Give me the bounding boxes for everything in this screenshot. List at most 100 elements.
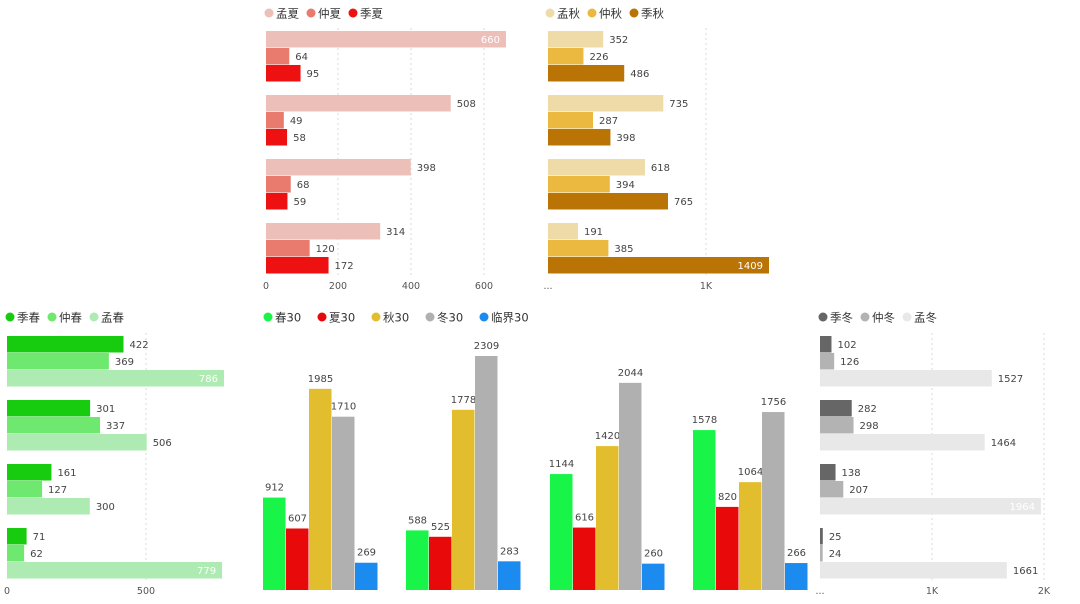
data-label-thirty-2-2: 1420	[595, 431, 620, 442]
data-label-summer-0-2: 398	[417, 163, 436, 174]
bar-summer-1-3	[266, 240, 310, 257]
bar-winter-1-3	[820, 545, 823, 562]
bar-winter-2-3	[820, 562, 1007, 579]
legend-label-autumn-2: 季秋	[641, 7, 664, 21]
data-label-autumn-1-1: 287	[599, 116, 618, 127]
bar-summer-0-1	[266, 95, 451, 112]
bar-thirty-2-1	[452, 409, 475, 590]
bar-winter-0-1	[820, 400, 852, 417]
data-label-spring-0-0: 422	[130, 340, 149, 351]
data-label-thirty-3-3: 1756	[761, 397, 786, 408]
legend-label-spring-0: 季春	[17, 311, 40, 325]
data-label-summer-2-1: 58	[293, 133, 306, 144]
bar-summer-1-1	[266, 112, 284, 129]
data-label-thirty-0-1: 588	[408, 515, 427, 526]
bar-thirty-1-0	[286, 528, 309, 590]
legend-label-summer-1: 仲夏	[318, 7, 341, 21]
legend-label-thirty-4: 临界30	[491, 311, 529, 325]
data-label-autumn-0-2: 618	[651, 163, 670, 174]
legend-label-thirty-2: 秋30	[383, 311, 409, 325]
data-label-winter-0-0: 102	[837, 340, 856, 351]
data-label-winter-2-0: 1527	[998, 374, 1023, 385]
x-tick-label-winter-1: 1K	[926, 586, 939, 597]
bar-autumn-1-1	[548, 112, 594, 129]
x-tick-label-summer-2: 400	[402, 281, 420, 292]
bar-spring-2-2	[7, 498, 90, 515]
legend-marker-autumn-2	[629, 8, 639, 18]
data-label-winter-0-3: 25	[829, 532, 842, 543]
bar-autumn-0-1	[548, 95, 664, 112]
x-tick-label-autumn-0: ...	[543, 281, 552, 292]
legend-label-thirty-3: 冬30	[437, 311, 463, 325]
data-label-thirty-2-0: 1985	[308, 374, 333, 385]
legend-marker-thirty-1	[317, 312, 327, 322]
x-tick-label-winter-2: 2K	[1038, 586, 1051, 597]
bar-autumn-2-2	[548, 193, 668, 210]
legend-marker-thirty-4	[479, 312, 489, 322]
data-label-thirty-4-0: 269	[357, 548, 376, 559]
legend-marker-thirty-0	[263, 312, 273, 322]
data-label-autumn-1-3: 385	[614, 244, 633, 255]
data-label-thirty-3-0: 1710	[331, 402, 356, 413]
bar-autumn-2-0	[548, 65, 625, 82]
data-label-summer-0-0: 660	[481, 35, 500, 46]
data-label-autumn-2-2: 765	[674, 197, 693, 208]
data-label-spring-0-3: 71	[33, 532, 46, 543]
bar-thirty-0-2	[550, 474, 573, 590]
bar-spring-1-2	[7, 481, 43, 498]
bar-thirty-4-2	[642, 563, 665, 590]
data-label-winter-1-1: 298	[860, 421, 879, 432]
bar-thirty-2-0	[309, 388, 332, 590]
data-label-summer-1-2: 68	[297, 180, 310, 191]
bar-autumn-0-2	[548, 159, 645, 176]
x-tick-label-spring-0: 0	[4, 586, 10, 597]
bar-winter-1-2	[820, 481, 844, 498]
bar-winter-2-2	[820, 498, 1041, 515]
legend-marker-summer-0	[264, 8, 274, 18]
bar-winter-2-0	[820, 370, 992, 387]
bar-spring-0-1	[7, 400, 91, 417]
legend-marker-summer-1	[306, 8, 316, 18]
bar-thirty-3-1	[475, 356, 498, 590]
legend-marker-winter-0	[818, 312, 828, 322]
legend-label-spring-2: 孟春	[101, 311, 124, 325]
data-label-thirty-1-1: 525	[431, 522, 450, 533]
legend-marker-thirty-3	[425, 312, 435, 322]
data-label-winter-0-1: 282	[858, 404, 877, 415]
bar-autumn-1-2	[548, 176, 610, 193]
legend-marker-spring-1	[47, 312, 57, 322]
data-label-autumn-2-0: 486	[630, 69, 649, 80]
bar-thirty-3-2	[619, 382, 642, 590]
bar-spring-1-3	[7, 545, 25, 562]
bar-summer-1-0	[266, 48, 290, 65]
bar-spring-0-3	[7, 528, 27, 545]
data-label-thirty-3-1: 2309	[474, 341, 499, 352]
bar-spring-2-3	[7, 562, 223, 579]
data-label-summer-2-0: 95	[307, 69, 320, 80]
data-label-thirty-4-1: 283	[500, 546, 519, 557]
data-label-summer-2-2: 59	[293, 197, 306, 208]
data-label-spring-0-1: 301	[96, 404, 115, 415]
bar-thirty-4-0	[355, 562, 378, 590]
bar-winter-0-0	[820, 336, 832, 353]
legend-marker-spring-2	[89, 312, 99, 322]
bar-thirty-4-3	[785, 563, 808, 590]
bar-thirty-1-3	[716, 506, 739, 590]
data-label-autumn-0-1: 735	[669, 99, 688, 110]
data-label-spring-0-2: 161	[57, 468, 76, 479]
data-label-thirty-0-0: 912	[265, 483, 284, 494]
legend-marker-winter-1	[860, 312, 870, 322]
x-tick-label-summer-1: 200	[329, 281, 347, 292]
data-label-summer-0-1: 508	[457, 99, 476, 110]
data-label-autumn-1-2: 394	[616, 180, 635, 191]
bar-thirty-0-0	[263, 497, 286, 590]
bar-spring-1-0	[7, 353, 109, 370]
data-label-thirty-0-3: 1578	[692, 415, 717, 426]
legend-label-autumn-0: 孟秋	[557, 7, 580, 21]
legend-marker-winter-2	[902, 312, 912, 322]
data-label-thirty-1-3: 820	[718, 492, 737, 503]
bar-thirty-1-1	[429, 536, 452, 590]
data-label-thirty-1-2: 616	[575, 513, 594, 524]
data-label-autumn-2-1: 398	[616, 133, 635, 144]
bar-thirty-0-3	[693, 430, 716, 590]
